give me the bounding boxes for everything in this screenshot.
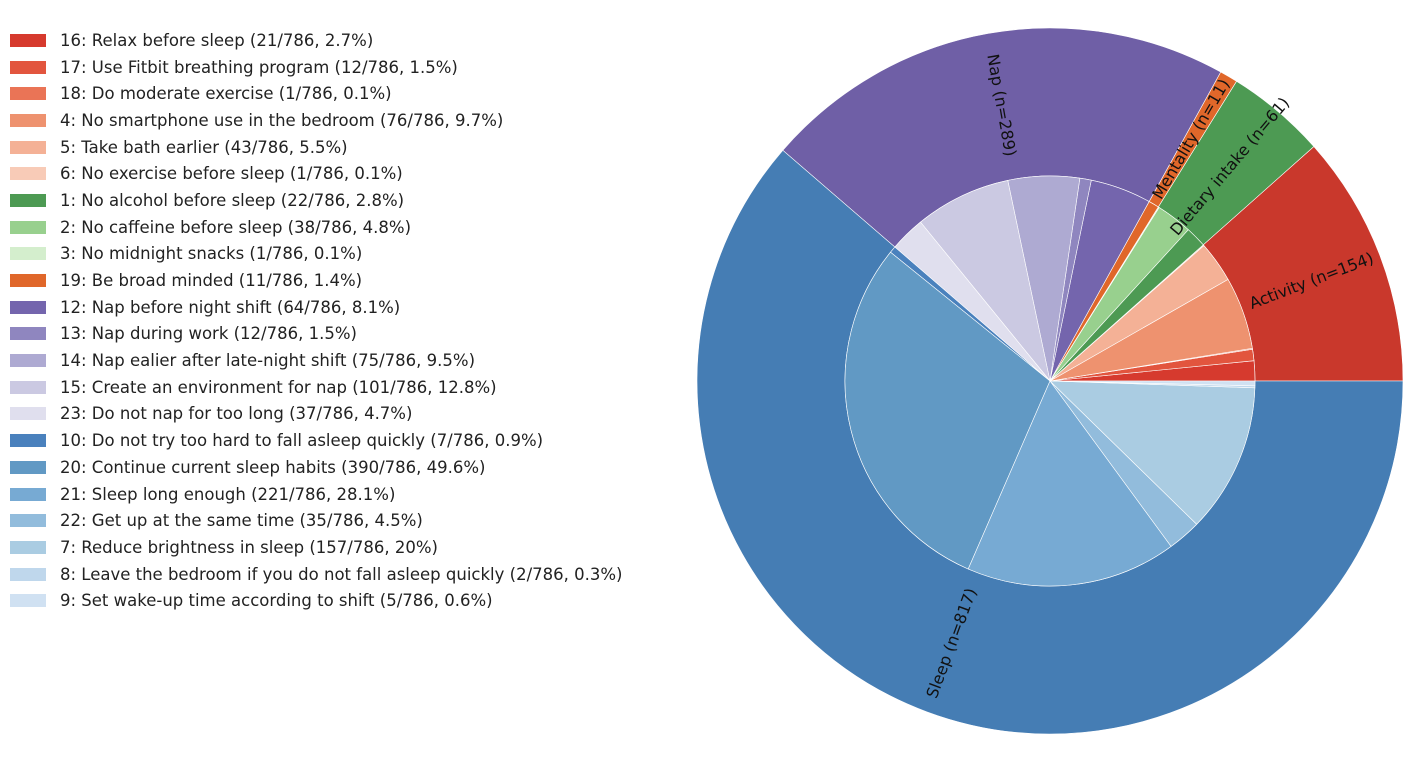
legend-label: 19: Be broad minded (11/786, 1.4%) xyxy=(60,271,363,291)
legend-item: 14: Nap ealier after late-night shift (7… xyxy=(10,347,622,374)
legend-swatch xyxy=(10,33,46,47)
legend-swatch xyxy=(10,274,46,288)
legend-label: 17: Use Fitbit breathing program (12/786… xyxy=(60,57,458,77)
legend-item: 21: Sleep long enough (221/786, 28.1%) xyxy=(10,481,622,508)
legend-item: 15: Create an environment for nap (101/7… xyxy=(10,374,622,401)
legend-swatch xyxy=(10,327,46,341)
legend-swatch xyxy=(10,300,46,314)
legend-swatch xyxy=(10,87,46,101)
legend-swatch xyxy=(10,60,46,74)
legend: 16: Relax before sleep (21/786, 2.7%) 17:… xyxy=(10,27,622,614)
legend-swatch xyxy=(10,514,46,528)
legend-swatch xyxy=(10,380,46,394)
legend-label: 22: Get up at the same time (35/786, 4.5… xyxy=(60,511,423,531)
legend-label: 10: Do not try too hard to fall asleep q… xyxy=(60,431,544,451)
legend-swatch xyxy=(10,460,46,474)
legend-item: 17: Use Fitbit breathing program (12/786… xyxy=(10,54,622,81)
legend-item: 22: Get up at the same time (35/786, 4.5… xyxy=(10,507,622,534)
legend-swatch xyxy=(10,487,46,501)
legend-label: 4: No smartphone use in the bedroom (76/… xyxy=(60,110,504,130)
legend-item: 7: Reduce brightness in sleep (157/786, … xyxy=(10,534,622,561)
legend-swatch xyxy=(10,540,46,554)
legend-item: 16: Relax before sleep (21/786, 2.7%) xyxy=(10,27,622,54)
legend-label: 9: Set wake-up time according to shift (… xyxy=(60,591,493,611)
legend-item: 20: Continue current sleep habits (390/7… xyxy=(10,454,622,481)
legend-label: 13: Nap during work (12/786, 1.5%) xyxy=(60,324,357,344)
legend-swatch xyxy=(10,434,46,448)
legend-label: 20: Continue current sleep habits (390/7… xyxy=(60,457,486,477)
legend-label: 18: Do moderate exercise (1/786, 0.1%) xyxy=(60,84,392,104)
legend-swatch xyxy=(10,167,46,181)
legend-item: 18: Do moderate exercise (1/786, 0.1%) xyxy=(10,80,622,107)
legend-label: 2: No caffeine before sleep (38/786, 4.8… xyxy=(60,217,412,237)
legend-item: 6: No exercise before sleep (1/786, 0.1%… xyxy=(10,160,622,187)
inner-slice xyxy=(844,251,1051,570)
legend-label: 15: Create an environment for nap (101/7… xyxy=(60,377,497,397)
legend-swatch xyxy=(10,193,46,207)
inner-slice xyxy=(1049,380,1256,387)
legend-label: 16: Relax before sleep (21/786, 2.7%) xyxy=(60,30,374,50)
legend-item: 10: Do not try too hard to fall asleep q… xyxy=(10,427,622,454)
inner-slice xyxy=(1049,380,1256,525)
legend-swatch xyxy=(10,594,46,608)
legend-swatch xyxy=(10,407,46,421)
legend-item: 1: No alcohol before sleep (22/786, 2.8%… xyxy=(10,187,622,214)
legend-item: 9: Set wake-up time according to shift (… xyxy=(10,587,622,614)
legend-swatch xyxy=(10,113,46,127)
legend-label: 1: No alcohol before sleep (22/786, 2.8%… xyxy=(60,190,405,210)
legend-item: 19: Be broad minded (11/786, 1.4%) xyxy=(10,267,622,294)
legend-swatch xyxy=(10,567,46,581)
legend-label: 7: Reduce brightness in sleep (157/786, … xyxy=(60,537,438,557)
legend-label: 5: Take bath earlier (43/786, 5.5%) xyxy=(60,137,348,157)
legend-label: 8: Leave the bedroom if you do not fall … xyxy=(60,564,623,584)
legend-label: 3: No midnight snacks (1/786, 0.1%) xyxy=(60,244,363,264)
legend-label: 6: No exercise before sleep (1/786, 0.1%… xyxy=(60,164,403,184)
legend-label: 14: Nap ealier after late-night shift (7… xyxy=(60,351,476,371)
legend-item: 12: Nap before night shift (64/786, 8.1%… xyxy=(10,294,622,321)
legend-swatch xyxy=(10,247,46,261)
legend-item: 23: Do not nap for too long (37/786, 4.7… xyxy=(10,401,622,428)
legend-item: 2: No caffeine before sleep (38/786, 4.8… xyxy=(10,214,622,241)
legend-item: 13: Nap during work (12/786, 1.5%) xyxy=(10,321,622,348)
legend-swatch xyxy=(10,220,46,234)
legend-swatch xyxy=(10,354,46,368)
legend-item: 5: Take bath earlier (43/786, 5.5%) xyxy=(10,134,622,161)
legend-label: 23: Do not nap for too long (37/786, 4.7… xyxy=(60,404,413,424)
legend-label: 21: Sleep long enough (221/786, 28.1%) xyxy=(60,484,396,504)
inner-slice xyxy=(920,180,1051,382)
legend-label: 12: Nap before night shift (64/786, 8.1%… xyxy=(60,297,401,317)
legend-item: 8: Leave the bedroom if you do not fall … xyxy=(10,561,622,588)
legend-swatch xyxy=(10,140,46,154)
legend-item: 3: No midnight snacks (1/786, 0.1%) xyxy=(10,241,622,268)
legend-item: 4: No smartphone use in the bedroom (76/… xyxy=(10,107,622,134)
inner-slice xyxy=(967,380,1172,587)
